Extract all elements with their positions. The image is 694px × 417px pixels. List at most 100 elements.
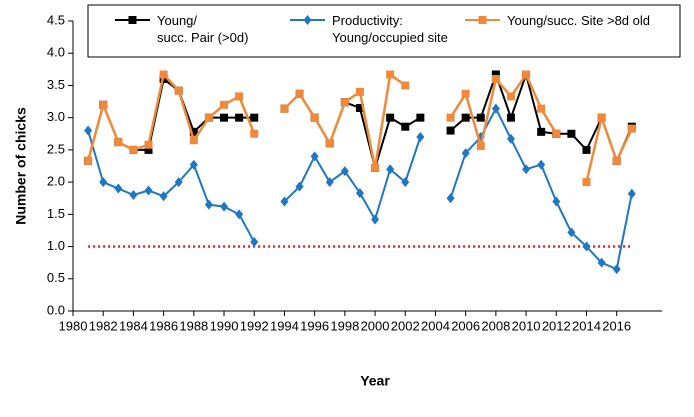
x-tick-label: 2016 [602,318,631,333]
marker [204,113,213,122]
y-tick-label: 0.5 [47,270,65,285]
marker [174,86,183,95]
marker [537,127,546,136]
marker [235,113,244,122]
x-tick-label: 1996 [300,318,329,333]
marker [506,113,515,122]
legend-label: Young/succ. Site >8d old [507,13,650,28]
x-tick-label: 1994 [270,318,299,333]
marker [250,129,259,138]
legend-label: Young/ succ. Pair (>0d) [157,13,249,45]
y-tick-label: 1.5 [47,206,65,221]
x-tick-label: 1990 [210,318,239,333]
x-tick-label: 2000 [361,318,390,333]
marker [129,190,138,200]
marker [371,214,380,225]
marker [461,148,470,159]
marker [114,183,123,194]
marker [506,133,515,144]
x-tick-label: 2012 [542,318,571,333]
marker [220,201,229,212]
marker [189,127,198,136]
legend-marker [303,15,312,25]
marker [84,125,93,136]
marker [280,196,289,207]
marker [355,104,364,112]
y-tick-label: 4.0 [47,45,65,60]
marker [235,209,244,220]
x-tick-label: 2004 [421,318,450,333]
y-axis-title: Number of chicks [13,107,29,225]
y-tick-label: 2.5 [47,141,65,156]
marker [189,159,198,170]
marker [567,129,576,138]
marker [612,264,621,275]
marker [567,227,576,238]
marker [552,196,561,207]
marker [491,75,500,83]
marker [310,151,319,162]
marker [174,177,183,188]
legend-label: Productivity: Young/occupied site [332,13,448,45]
marker [446,113,455,122]
legend-box [87,4,681,58]
marker [325,177,334,188]
marker [416,113,425,122]
marker [491,103,500,114]
marker [597,257,606,268]
y-tick-label: 3.0 [47,109,65,124]
marker [627,124,636,133]
x-tick-label: 1982 [89,318,118,333]
marker [295,89,304,98]
marker [476,142,485,151]
y-tick-label: 1.0 [47,238,65,253]
marker [582,145,591,154]
y-tick-label: 4.5 [47,12,65,27]
x-tick-label: 2010 [512,318,541,333]
marker [537,159,546,170]
marker [325,139,334,148]
marker [386,70,395,79]
y-tick-label: 0.0 [47,302,65,317]
marker [552,129,561,138]
marker [144,145,153,154]
x-axis-title: Year [360,373,390,389]
marker [522,70,531,79]
marker [129,145,138,154]
marker [220,113,229,122]
marker [280,104,289,113]
marker [220,100,229,109]
x-tick-label: 1986 [149,318,178,333]
marker [114,138,123,147]
marker [476,113,485,122]
x-tick-label: 2006 [451,318,480,333]
marker [386,164,395,175]
x-tick-label: 1980 [59,318,88,333]
x-tick-label: 1992 [240,318,269,333]
x-tick-label: 2014 [572,318,601,333]
x-tick-label: 2002 [391,318,420,333]
marker [491,70,500,79]
marker [506,92,515,101]
marker [446,193,455,204]
marker [159,70,168,79]
marker [204,199,213,210]
marker [627,188,636,199]
marker [401,122,410,131]
marker [461,89,470,98]
marker [99,100,108,109]
marker [612,156,621,165]
marker [386,113,395,122]
marker [340,166,349,177]
x-tick-label: 1988 [179,318,208,333]
marker [250,113,259,122]
marker [310,113,319,122]
marker [416,132,425,142]
legend-marker [478,16,487,24]
marker [250,237,259,248]
marker [159,191,168,202]
marker [295,181,304,192]
marker [401,177,410,188]
